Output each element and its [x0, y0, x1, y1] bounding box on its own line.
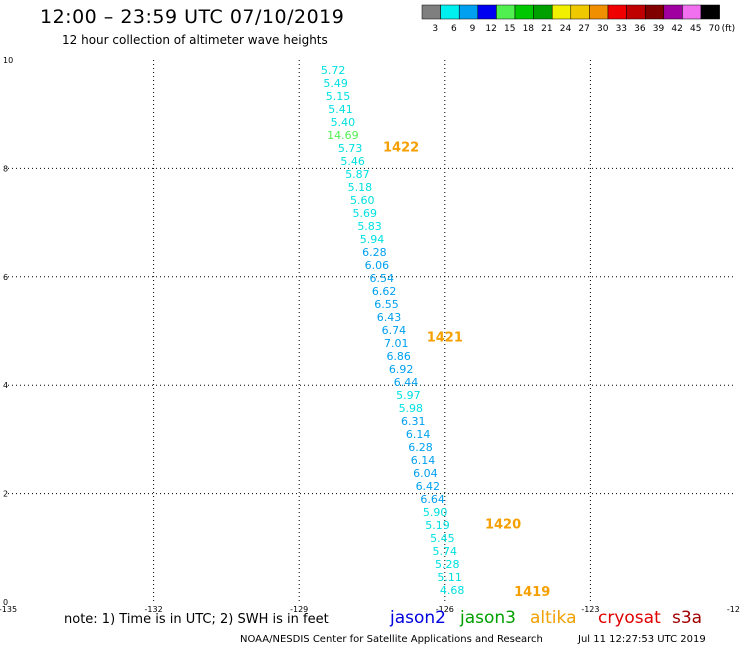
data-point-label: 6.74: [382, 324, 407, 337]
legend-label-42: 42: [671, 24, 682, 34]
data-point-label: 5.90: [423, 506, 448, 519]
color-legend: 3 6 9 12 15 18 21 24 27 30 33 36 39 42 45 70 (ft): [421, 4, 736, 34]
legend-label-21: 21: [541, 24, 552, 34]
y-tick-label: 4: [3, 381, 8, 390]
satellite-cryosat: cryosat: [598, 608, 661, 628]
legend-unit: (ft): [722, 24, 736, 34]
data-point-label: 6.14: [406, 428, 431, 441]
data-point-label: 5.74: [433, 545, 458, 558]
data-point-label: 5.60: [350, 194, 375, 207]
y-tick-label: 2: [3, 490, 8, 499]
data-point-label: 5.49: [323, 77, 348, 90]
y-tick-label: 10: [3, 56, 13, 65]
data-point-label: 6.55: [374, 298, 399, 311]
x-tick-label: -120: [727, 605, 740, 614]
legend-label-30: 30: [597, 24, 609, 34]
data-point-label: 5.97: [396, 389, 421, 402]
data-point-label: 6.64: [420, 493, 445, 506]
legend-label-39: 39: [653, 24, 665, 34]
x-tick-label: -129: [290, 605, 308, 614]
data-point-label: 6.92: [389, 363, 414, 376]
legend-label-33: 33: [616, 24, 627, 34]
data-point-label: 5.19: [425, 519, 450, 532]
legend-label-36: 36: [634, 24, 646, 34]
data-point-label: 5.94: [360, 233, 385, 246]
data-point-label: 5.15: [326, 90, 351, 103]
data-point-label: 6.14: [411, 454, 436, 467]
data-point-label: 7.01: [384, 337, 409, 350]
chart-subtitle: 12 hour collection of altimeter wave hei…: [62, 33, 328, 47]
data-point-label: 5.98: [399, 402, 424, 415]
legend-label-9: 9: [470, 24, 476, 34]
data-point-label: 5.46: [340, 155, 365, 168]
data-point-label: 5.87: [345, 168, 370, 181]
data-point-label: 5.45: [430, 532, 455, 545]
satellite-s3a: s3a: [672, 608, 703, 628]
chart-title: 12:00 – 23:59 UTC 07/10/2019: [40, 6, 345, 28]
legend-label-6: 6: [451, 24, 457, 34]
satellite-altika: altika: [530, 608, 577, 628]
y-tick-label: 6: [3, 273, 8, 282]
orbit-label: 1419: [514, 585, 550, 600]
footer-credit: NOAA/NESDIS Center for Satellite Applica…: [240, 634, 543, 645]
x-tick-label: -126: [436, 605, 454, 614]
data-point-label: 5.83: [357, 220, 382, 233]
footer-timestamp: Jul 11 12:27:53 UTC 2019: [578, 634, 706, 645]
data-point-label: 6.86: [386, 350, 411, 363]
data-point-label: 5.69: [352, 207, 377, 220]
data-point-label: 6.44: [394, 376, 419, 389]
legend-label-45: 45: [690, 24, 701, 34]
satellite-jason2: jason2: [390, 608, 446, 628]
legend-label-27: 27: [578, 24, 589, 34]
legend-label-15: 15: [504, 24, 515, 34]
data-point-label: 6.28: [362, 246, 387, 259]
data-point-label: 5.40: [331, 116, 356, 129]
data-point-label: 6.54: [369, 272, 394, 285]
y-tick-label: 8: [3, 164, 8, 173]
x-tick-label: -132: [145, 605, 163, 614]
legend-label-18: 18: [523, 24, 535, 34]
x-tick-label: -123: [581, 605, 599, 614]
data-point-label: 5.41: [328, 103, 353, 116]
orbit-label: 1420: [485, 517, 521, 532]
data-point-label: 4.68: [440, 584, 465, 597]
legend-swatch-70: [700, 4, 720, 20]
data-point-label: 6.31: [401, 415, 426, 428]
legend-label-24: 24: [560, 24, 572, 34]
data-point-label: 6.42: [416, 480, 441, 493]
data-point-label: 6.62: [372, 285, 397, 298]
data-point-label: 6.28: [408, 441, 433, 454]
data-point-label: 5.72: [321, 64, 346, 77]
data-point-label: 14.69: [327, 129, 359, 142]
satellite-jason3: jason3: [460, 608, 516, 628]
legend-label-12: 12: [485, 24, 496, 34]
orbit-label: 1422: [383, 141, 419, 156]
data-point-label: 6.06: [365, 259, 390, 272]
y-tick-label: 0: [3, 598, 8, 607]
legend-label-3: 3: [432, 24, 438, 34]
orbit-label: 1421: [427, 330, 463, 345]
legend-label-70: 70: [709, 24, 721, 34]
x-tick-label: -135: [0, 605, 17, 614]
wave-height-plot: -135-132-129-126-123-12002468105.725.495…: [0, 56, 740, 614]
data-point-label: 5.18: [348, 181, 373, 194]
data-point-label: 5.11: [437, 571, 462, 584]
data-point-label: 6.43: [377, 311, 402, 324]
data-point-label: 5.28: [435, 558, 460, 571]
note-text: note: 1) Time is in UTC; 2) SWH is in fe…: [64, 612, 329, 627]
data-point-label: 5.73: [338, 142, 363, 155]
data-point-label: 6.04: [413, 467, 438, 480]
